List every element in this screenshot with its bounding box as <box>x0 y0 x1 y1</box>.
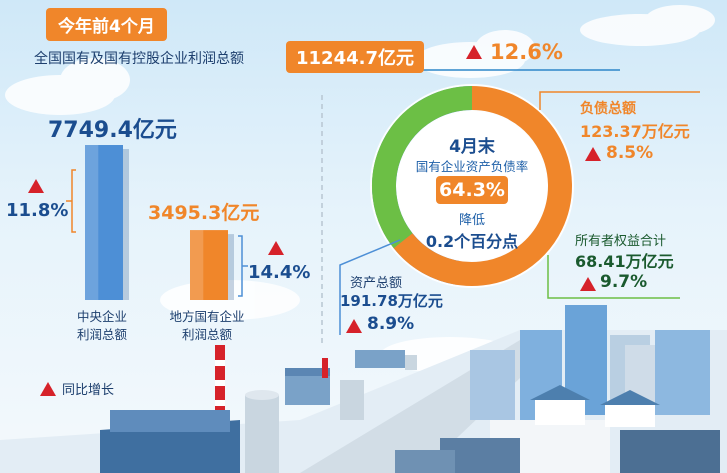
bar-0 <box>85 145 123 300</box>
equity-value: 68.41万亿元 <box>575 252 674 271</box>
profit-growth: 12.6% <box>490 40 563 64</box>
local-category-label: 地方国有企业 利润总额 <box>169 309 245 342</box>
equity-growth: 9.7% <box>600 272 648 292</box>
local-profit-value: 3495.3亿元 <box>148 202 260 224</box>
liabilities-name: 负债总额 <box>580 101 636 117</box>
donut-center-label: 国有企业资产负债率 <box>415 159 529 174</box>
assets-leader <box>339 239 401 335</box>
assets-name: 资产总额 <box>350 276 403 291</box>
central-brace <box>66 169 76 233</box>
assets-growth: 8.9% <box>367 314 415 334</box>
local-growth: 14.4% <box>248 262 311 283</box>
equity-growth-arrow <box>580 276 596 295</box>
donut-center-title: 4月末 <box>449 137 495 157</box>
legend: 同比增长 <box>40 379 114 398</box>
profit-growth-arrow <box>466 44 482 63</box>
assets-value: 191.78万亿元 <box>340 292 443 310</box>
assets-growth-arrow <box>346 318 362 337</box>
donut-center-value: 64.3% <box>436 176 508 204</box>
legend-triangle-icon <box>40 381 56 396</box>
central-category-label: 中央企业 利润总额 <box>76 309 127 342</box>
liabilities-growth: 8.5% <box>606 143 654 163</box>
central-growth-arrow <box>28 178 44 197</box>
period-tag: 今年前4个月 <box>46 8 167 41</box>
donut-center-note-1: 降低 <box>458 213 485 228</box>
equity-leader <box>547 255 680 299</box>
bar-highlight <box>190 230 204 300</box>
donut-slice-0 <box>393 86 572 286</box>
bar-highlight <box>85 145 99 300</box>
liabilities-growth-arrow <box>585 146 601 165</box>
donut-center-note-2: 0.2个百分点 <box>425 232 519 251</box>
bar-1 <box>190 230 228 300</box>
legend-label: 同比增长 <box>62 383 115 398</box>
liabilities-leader <box>539 91 700 110</box>
donut-slice-1 <box>372 86 473 249</box>
central-growth: 11.8% <box>6 200 69 221</box>
profit-value: 11244.7亿元 <box>286 41 424 73</box>
central-profit-value: 7749.4亿元 <box>48 118 177 143</box>
local-brace <box>238 235 248 297</box>
profit-label: 全国国有及国有控股企业利润总额 <box>34 51 244 67</box>
equity-name: 所有者权益合计 <box>575 234 667 249</box>
local-growth-arrow <box>268 240 284 259</box>
liabilities-value: 123.37万亿元 <box>580 122 690 141</box>
